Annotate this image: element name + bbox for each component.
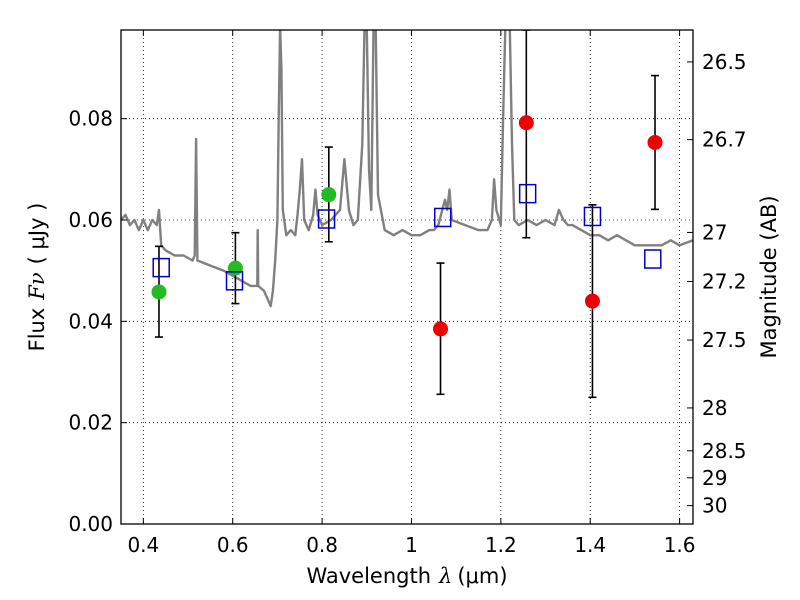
model-square	[317, 209, 336, 229]
x-tick-label: 1	[405, 533, 418, 557]
right-tick-label: 26.5	[702, 50, 747, 74]
spectrum-line	[121, 30, 693, 308]
data-point	[321, 187, 337, 203]
y-tick-label: 0.02	[68, 411, 113, 435]
right-tick-label: 28	[702, 396, 727, 420]
marker-layer	[151, 115, 663, 337]
x-tick-label: 1.6	[664, 533, 696, 557]
x-axis-label: Wavelength λ (μm)	[306, 564, 507, 588]
right-magnitude-axis: 26.5 26.7 27 27.2 27.5 28 28.5 29 30	[687, 50, 747, 518]
x-tick-label: 0.4	[127, 533, 159, 557]
data-point	[518, 115, 534, 131]
right-tick-label: 27.5	[702, 328, 747, 352]
y-tick-label: 0.06	[68, 208, 113, 232]
x-tick-label: 0.6	[217, 533, 249, 557]
spectrum-layer	[121, 30, 693, 308]
y-tick-label: 0.08	[68, 107, 113, 131]
data-point	[151, 284, 167, 300]
y-axis-label: FluxFν( μJy )	[25, 203, 49, 352]
right-tick-label: 27	[702, 220, 727, 244]
right-tick-label: 28.5	[702, 439, 747, 463]
model-square	[225, 271, 244, 291]
model-square	[434, 207, 452, 228]
data-point	[433, 321, 449, 337]
model-square	[152, 257, 170, 278]
data-point	[584, 293, 600, 309]
grid	[121, 30, 693, 525]
data-point	[647, 134, 663, 150]
errorbar-layer	[154, 30, 660, 399]
right-tick-label: 30	[702, 494, 727, 518]
y-tick-label: 0.00	[68, 512, 113, 536]
right-axis-label: Magnitude (AB)	[757, 195, 781, 358]
x-axis: 0.4 0.6 0.8 1 1.2 1.4 1.6	[127, 30, 696, 557]
right-tick-label: 29	[702, 466, 727, 490]
x-tick-label: 1.4	[574, 533, 606, 557]
right-tick-label: 26.7	[702, 128, 747, 152]
y-tick-label: 0.04	[68, 309, 113, 333]
model-square	[644, 249, 662, 269]
x-tick-label: 0.8	[306, 533, 338, 557]
plot-frame	[120, 29, 694, 525]
x-tick-label: 1.2	[485, 533, 517, 557]
right-tick-label: 27.2	[702, 269, 747, 293]
model-square	[583, 206, 602, 227]
y-axis: 0.00 0.02 0.04 0.06 0.08	[68, 107, 127, 536]
model-square	[518, 183, 537, 204]
data-point	[227, 260, 243, 276]
